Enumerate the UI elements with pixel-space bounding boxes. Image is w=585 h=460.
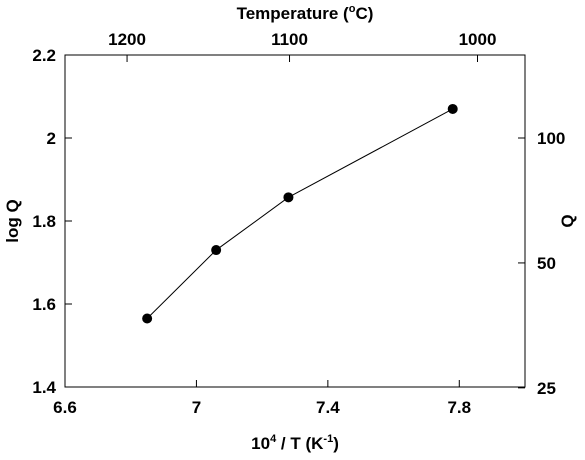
- right-tick-label: 25: [537, 379, 556, 398]
- x-tick-label: 7.8: [447, 398, 471, 417]
- y-tick-label: 1.4: [32, 378, 56, 397]
- y-axis-title: log Q: [3, 199, 22, 242]
- plot-frame: [64, 54, 526, 388]
- top-tick-label: 1100: [271, 30, 308, 49]
- x-axis-title: 104 / T (K-1): [251, 433, 339, 453]
- top-tick-label: 1200: [108, 30, 146, 49]
- ticks: 6.6 7 7.4 7.8 1.4 1.6 1.8 2 2.2 1200 1100 1000 25 50 1…: [32, 30, 565, 417]
- right-tick-label: 50: [537, 254, 556, 273]
- y-tick-label: 1.8: [32, 212, 56, 231]
- right-tick-label: 100: [537, 129, 565, 148]
- x-tick-label: 7: [192, 398, 201, 417]
- data-point: [211, 245, 222, 256]
- x-tick-label: 6.6: [53, 398, 77, 417]
- right-axis-title: Q: [558, 214, 577, 227]
- top-axis-title: Temperature (oC): [237, 3, 374, 23]
- data-point: [142, 313, 153, 324]
- y-tick-label: 2.2: [32, 46, 56, 65]
- data-point: [447, 103, 458, 114]
- data-point: [283, 192, 294, 203]
- x-tick-label: 7.4: [316, 398, 340, 417]
- top-tick-label: 1000: [459, 30, 497, 49]
- series-line: [146, 108, 453, 319]
- series: [142, 103, 458, 324]
- y-tick-label: 2: [47, 129, 56, 148]
- y-tick-label: 1.6: [32, 295, 56, 314]
